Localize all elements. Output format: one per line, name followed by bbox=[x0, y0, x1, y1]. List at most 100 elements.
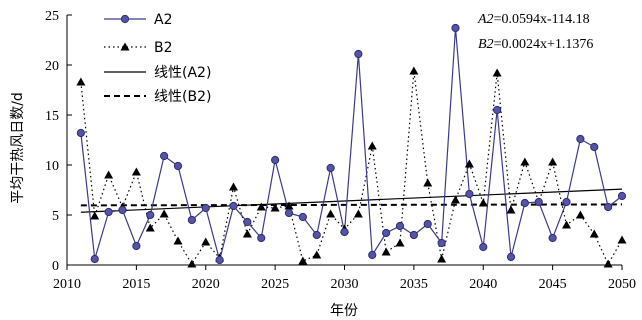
series-a2-point bbox=[576, 134, 585, 144]
series-a2-point bbox=[173, 161, 183, 171]
series-a2-point bbox=[312, 230, 321, 240]
legend-label-a2: A2 bbox=[154, 12, 172, 28]
series-a2-point bbox=[590, 142, 599, 152]
equation-a2-expr: =0.0594x-114.18 bbox=[494, 12, 590, 27]
y-axis-title: 平均干热风日数/d bbox=[10, 92, 26, 204]
series-a2-line bbox=[80, 27, 623, 263]
series-a2-point bbox=[271, 155, 280, 165]
series-a2-point bbox=[382, 228, 391, 238]
y-tick-label: 15 bbox=[45, 109, 59, 124]
x-tick-label: 2015 bbox=[122, 277, 150, 292]
series-a2-point bbox=[479, 242, 488, 252]
series-b2-point bbox=[437, 254, 447, 263]
y-ticks: 0 5 10 15 20 25 bbox=[45, 9, 72, 274]
legend-item-a2: A2 bbox=[104, 12, 172, 28]
series-b2-point bbox=[201, 237, 211, 246]
series-b2-point bbox=[353, 209, 363, 218]
series-b2-point bbox=[395, 238, 405, 247]
series-a2-point bbox=[340, 227, 349, 237]
series-a2-point bbox=[451, 23, 460, 33]
x-tick-label: 2010 bbox=[53, 277, 81, 292]
y-tick-label: 25 bbox=[45, 9, 59, 24]
series-b2-point bbox=[381, 247, 391, 256]
series-b2-point bbox=[478, 198, 488, 207]
series bbox=[76, 23, 627, 268]
x-tick-label: 2030 bbox=[331, 277, 359, 292]
x-ticks: 2010 2015 2020 2025 2030 2035 2040 2045 2050 bbox=[53, 265, 636, 292]
trendline-a2 bbox=[80, 188, 623, 213]
equation-a2-label: A2 bbox=[477, 12, 494, 27]
series-b2-point bbox=[76, 77, 86, 86]
series-a2-point bbox=[104, 207, 113, 217]
series-a2-point bbox=[465, 189, 474, 199]
series-a2-point bbox=[284, 208, 294, 218]
series-b2-point bbox=[548, 157, 558, 166]
series-b2-point bbox=[284, 201, 294, 210]
series-b2-point bbox=[506, 205, 516, 214]
series-b2-point bbox=[270, 203, 280, 212]
series-b2-point bbox=[617, 235, 627, 244]
series-b2-point bbox=[312, 250, 322, 259]
series-b2-point bbox=[451, 195, 460, 204]
series-a2-point bbox=[562, 197, 571, 207]
series-b2-point bbox=[520, 157, 530, 166]
series-a2-point bbox=[146, 210, 155, 220]
series-b2-point bbox=[131, 167, 141, 176]
series-a2-point bbox=[90, 254, 99, 264]
series-a2-point bbox=[354, 49, 363, 59]
series-a2-point bbox=[229, 201, 238, 211]
legend-item-b2: B2 bbox=[104, 40, 173, 56]
legend-item-trend-a2: 线性(A2) bbox=[104, 65, 211, 81]
series-b2-point bbox=[173, 236, 183, 245]
series-a2-point bbox=[326, 163, 335, 173]
series-a2-point bbox=[506, 252, 516, 262]
x-axis-title: 年份 bbox=[330, 303, 358, 319]
series-a2-point bbox=[257, 233, 266, 243]
series-a2-point bbox=[520, 198, 529, 208]
series-a2-point bbox=[76, 128, 85, 138]
series-b2-point bbox=[229, 182, 238, 191]
y-tick-label: 20 bbox=[45, 59, 59, 74]
series-a2-point bbox=[395, 221, 405, 231]
x-tick-label: 2025 bbox=[261, 277, 289, 292]
series-a2-point bbox=[493, 105, 502, 115]
series-a2-point bbox=[132, 241, 141, 251]
equations: A2=0.0594x-114.18 B2=0.0024x+1.1376 bbox=[477, 12, 593, 52]
series-a2-point bbox=[534, 197, 543, 207]
series-b2-point bbox=[145, 223, 155, 232]
series-b2-point bbox=[562, 220, 571, 229]
series-b2-point bbox=[256, 202, 266, 211]
series-b2-point bbox=[603, 259, 613, 268]
series-b2-point bbox=[298, 256, 308, 265]
series-b2-point bbox=[575, 210, 585, 219]
series-a2-point bbox=[160, 151, 169, 161]
series-b2-line bbox=[80, 70, 623, 266]
trendline-b2 bbox=[80, 203, 623, 207]
series-a2-point bbox=[423, 219, 432, 229]
equation-b2-label: B2 bbox=[478, 37, 494, 52]
series-b2-point bbox=[367, 141, 377, 150]
y-tick-label: 5 bbox=[52, 209, 59, 224]
series-a2-point bbox=[243, 217, 252, 227]
series-a2-point bbox=[368, 250, 377, 260]
legend: A2 B2 线性(A2) 线性(B2) bbox=[104, 12, 211, 105]
x-tick-label: 2035 bbox=[400, 277, 428, 292]
equation-b2: B2=0.0024x+1.1376 bbox=[478, 37, 593, 52]
legend-item-trend-b2: 线性(B2) bbox=[104, 89, 211, 105]
series-b2-point bbox=[326, 209, 336, 218]
x-tick-label: 2020 bbox=[192, 277, 220, 292]
plot-area: 2010 2015 2020 2025 2030 2035 2040 2045 2050 051… bbox=[45, 9, 636, 292]
series-a2-point bbox=[617, 191, 627, 201]
legend-marker-b2 bbox=[120, 42, 130, 51]
equation-b2-expr: =0.0024x+1.1376 bbox=[494, 37, 594, 52]
x-tick-label: 2045 bbox=[539, 277, 567, 292]
series-b2-point bbox=[423, 178, 433, 187]
series-a2-point bbox=[604, 202, 613, 212]
series-b2-point bbox=[159, 209, 169, 218]
equation-a2: A2=0.0594x-114.18 bbox=[477, 12, 590, 27]
series-a2-point bbox=[201, 203, 210, 213]
series-a2-point bbox=[298, 212, 307, 222]
series-a2-point bbox=[215, 255, 224, 265]
series-a2-point bbox=[437, 238, 446, 248]
